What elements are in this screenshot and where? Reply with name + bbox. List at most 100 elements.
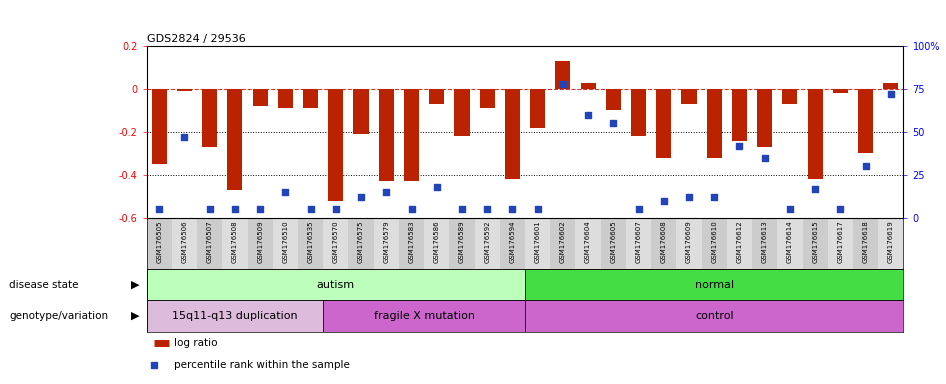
Point: [858, 163, 873, 169]
Bar: [227, 89, 242, 190]
Bar: [147, 218, 172, 269]
Point: [757, 155, 772, 161]
Bar: [505, 89, 520, 179]
Bar: [480, 89, 495, 108]
Bar: [782, 89, 797, 104]
Bar: [499, 218, 525, 269]
Text: GSM176614: GSM176614: [787, 220, 793, 263]
Bar: [555, 61, 570, 89]
Text: percentile rank within the sample: percentile rank within the sample: [174, 360, 350, 370]
Text: GSM176509: GSM176509: [257, 220, 263, 263]
Bar: [853, 218, 878, 269]
Bar: [631, 89, 646, 136]
Point: [378, 189, 394, 195]
Text: GSM176535: GSM176535: [307, 220, 314, 263]
Bar: [151, 89, 166, 164]
Bar: [374, 218, 399, 269]
Bar: [354, 89, 369, 134]
Text: control: control: [695, 311, 733, 321]
Text: GSM176589: GSM176589: [459, 220, 465, 263]
Text: GSM176579: GSM176579: [383, 220, 390, 263]
Bar: [298, 218, 324, 269]
Bar: [651, 218, 676, 269]
Text: ▶: ▶: [131, 280, 139, 290]
Bar: [757, 89, 772, 147]
Text: autism: autism: [317, 280, 355, 290]
Bar: [324, 300, 525, 332]
Text: GSM176615: GSM176615: [812, 220, 818, 263]
Point: [429, 184, 445, 190]
Point: [404, 206, 419, 212]
Bar: [702, 218, 727, 269]
Point: [177, 134, 192, 140]
Bar: [172, 218, 197, 269]
Text: genotype/variation: genotype/variation: [9, 311, 109, 321]
Text: GSM176506: GSM176506: [182, 220, 187, 263]
Bar: [707, 89, 722, 158]
Point: [782, 206, 797, 212]
Point: [151, 206, 166, 212]
Point: [884, 91, 899, 97]
Point: [480, 206, 495, 212]
Bar: [657, 89, 672, 158]
Text: ▶: ▶: [131, 311, 139, 321]
Bar: [601, 218, 626, 269]
Bar: [202, 89, 218, 147]
Point: [278, 189, 293, 195]
Bar: [525, 218, 551, 269]
Bar: [575, 218, 601, 269]
Bar: [626, 218, 651, 269]
Text: GSM176610: GSM176610: [711, 220, 717, 263]
Text: 15q11-q13 duplication: 15q11-q13 duplication: [172, 311, 298, 321]
Bar: [752, 218, 778, 269]
Bar: [278, 89, 293, 108]
Bar: [147, 269, 525, 300]
Bar: [605, 89, 621, 111]
Bar: [525, 300, 903, 332]
Bar: [581, 83, 596, 89]
Bar: [808, 89, 823, 179]
Bar: [253, 89, 268, 106]
Bar: [878, 218, 903, 269]
Bar: [884, 83, 899, 89]
Bar: [197, 218, 222, 269]
Text: GSM176605: GSM176605: [610, 220, 617, 263]
Text: GSM176609: GSM176609: [686, 220, 692, 263]
Bar: [676, 218, 702, 269]
Point: [808, 185, 823, 192]
Text: disease state: disease state: [9, 280, 79, 290]
Bar: [248, 218, 272, 269]
Bar: [303, 89, 318, 108]
Text: GSM176602: GSM176602: [560, 220, 566, 263]
Bar: [475, 218, 499, 269]
Point: [581, 112, 596, 118]
Bar: [429, 89, 445, 104]
Text: log ratio: log ratio: [174, 338, 218, 348]
Text: GSM176619: GSM176619: [887, 220, 894, 263]
Point: [253, 206, 268, 212]
Point: [303, 206, 318, 212]
Point: [832, 206, 848, 212]
Bar: [727, 218, 752, 269]
Bar: [147, 300, 324, 332]
Text: GSM176507: GSM176507: [206, 220, 213, 263]
Bar: [858, 89, 873, 154]
Bar: [732, 89, 747, 141]
Bar: [424, 218, 449, 269]
Bar: [378, 89, 394, 181]
Point: [454, 206, 469, 212]
Bar: [404, 89, 419, 181]
Text: fragile X mutation: fragile X mutation: [374, 311, 475, 321]
Text: GSM176613: GSM176613: [762, 220, 768, 263]
Point: [505, 206, 520, 212]
Bar: [272, 218, 298, 269]
Text: GSM176617: GSM176617: [837, 220, 844, 263]
Bar: [399, 218, 424, 269]
Point: [530, 206, 545, 212]
Point: [657, 197, 672, 204]
Text: GSM176594: GSM176594: [509, 220, 516, 263]
Bar: [802, 218, 828, 269]
Bar: [324, 218, 348, 269]
Text: GSM176586: GSM176586: [433, 220, 440, 263]
Point: [202, 206, 218, 212]
